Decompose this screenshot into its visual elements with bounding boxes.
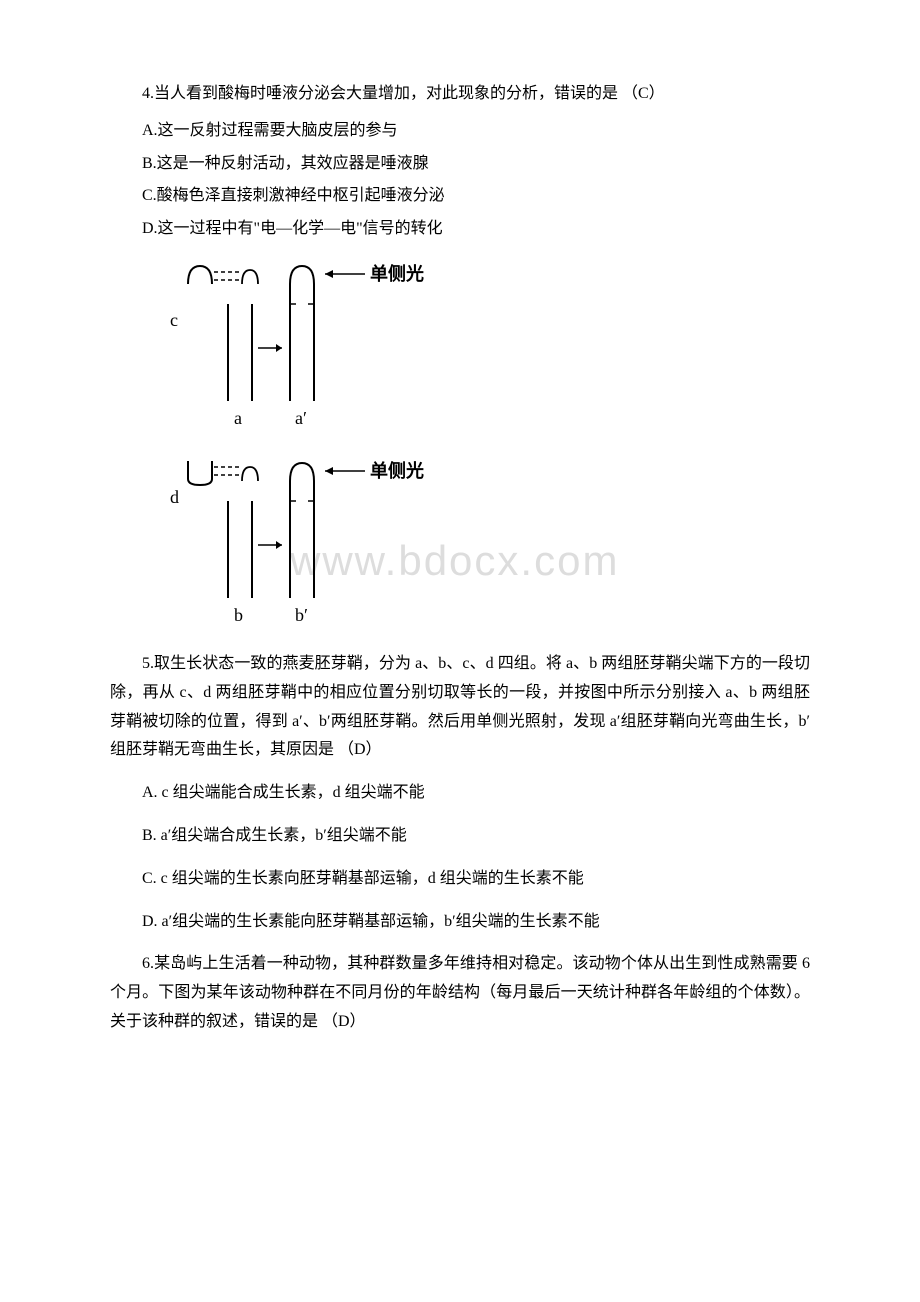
diagram1-label-aprime: a′ (295, 408, 307, 428)
diagram-2: d 单侧光 b b′ (170, 453, 450, 638)
diagram-1: c 单侧光 a a′ (170, 256, 450, 441)
diagram1-label-a: a (234, 408, 242, 428)
q5-stem: 5.取生长状态一致的燕麦胚芽鞘，分为 a、b、c、d 四组。将 a、b 两组胚芽… (110, 650, 810, 765)
q4-option-c: C.酸梅色泽直接刺激神经中枢引起唾液分泌 (110, 182, 810, 211)
q4-option-b: B.这是一种反射活动，其效应器是唾液腺 (110, 150, 810, 179)
diagram-1-container: c 单侧光 a a′ (170, 256, 810, 441)
q5-option-b: B. a′组尖端合成生长素，b′组尖端不能 (110, 822, 810, 851)
diagram2-label-b: b (234, 605, 243, 625)
q4-option-a: A.这一反射过程需要大脑皮层的参与 (110, 117, 810, 146)
q5-option-d: D. a′组尖端的生长素能向胚芽鞘基部运输，b′组尖端的生长素不能 (110, 908, 810, 937)
q5-option-c: C. c 组尖端的生长素向胚芽鞘基部运输，d 组尖端的生长素不能 (110, 865, 810, 894)
diagram1-label-c: c (170, 310, 178, 330)
diagram2-label-light: 单侧光 (370, 460, 424, 481)
diagram1-label-light: 单侧光 (370, 263, 424, 284)
q5-option-a: A. c 组尖端能合成生长素，d 组尖端不能 (110, 779, 810, 808)
diagram2-label-d: d (170, 487, 179, 507)
diagram2-label-bprime: b′ (295, 605, 308, 625)
q4-stem: 4.当人看到酸梅时唾液分泌会大量增加，对此现象的分析，错误的是 （C） (110, 80, 810, 109)
q4-option-d: D.这一过程中有"电—化学—电"信号的转化 (110, 215, 810, 244)
q6-stem: 6.某岛屿上生活着一种动物，其种群数量多年维持相对稳定。该动物个体从出生到性成熟… (110, 950, 810, 1036)
diagram-2-container: d 单侧光 b b′ www.bdocx.com (170, 453, 810, 638)
